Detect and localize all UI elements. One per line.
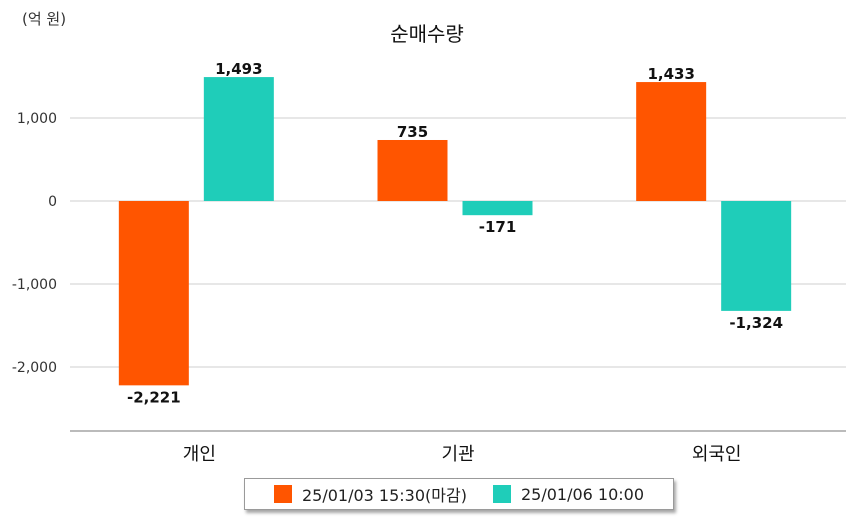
data-label: 735	[397, 123, 428, 141]
unit-label: (억 원)	[22, 10, 67, 28]
x-tick-label: 외국인	[692, 444, 742, 465]
data-label: -171	[479, 218, 517, 236]
data-label: 1,493	[215, 60, 262, 78]
data-label: -1,324	[729, 314, 783, 332]
legend-swatch-series-1	[273, 485, 292, 503]
y-tick-label: -1,000	[12, 277, 57, 293]
bar	[462, 201, 533, 216]
legend-item-series-2[interactable]: 25/01/06 10:00	[492, 484, 645, 504]
data-label: -2,221	[127, 388, 181, 406]
y-tick-label: 1,000	[17, 111, 57, 127]
legend-label-series-1: 25/01/03 15:30(마감)	[301, 486, 467, 505]
legend-swatch-series-2	[492, 485, 511, 503]
bar	[377, 139, 448, 201]
bar	[721, 201, 792, 311]
y-tick-label: -2,000	[12, 360, 57, 376]
y-tick-label: 0	[48, 194, 57, 210]
chart-legend: 25/01/03 15:30(마감) 25/01/06 10:00	[244, 478, 674, 510]
x-tick-label: 개인	[183, 444, 216, 465]
legend-label-series-2: 25/01/06 10:00	[520, 484, 645, 504]
bar	[203, 77, 274, 201]
bar	[118, 201, 189, 386]
chart-title: 순매수량	[390, 22, 464, 46]
data-label: 1,433	[647, 65, 694, 83]
bar	[636, 82, 707, 201]
x-tick-label: 기관	[441, 444, 474, 465]
legend-item-series-1[interactable]: 25/01/03 15:30(마감)	[273, 482, 467, 506]
